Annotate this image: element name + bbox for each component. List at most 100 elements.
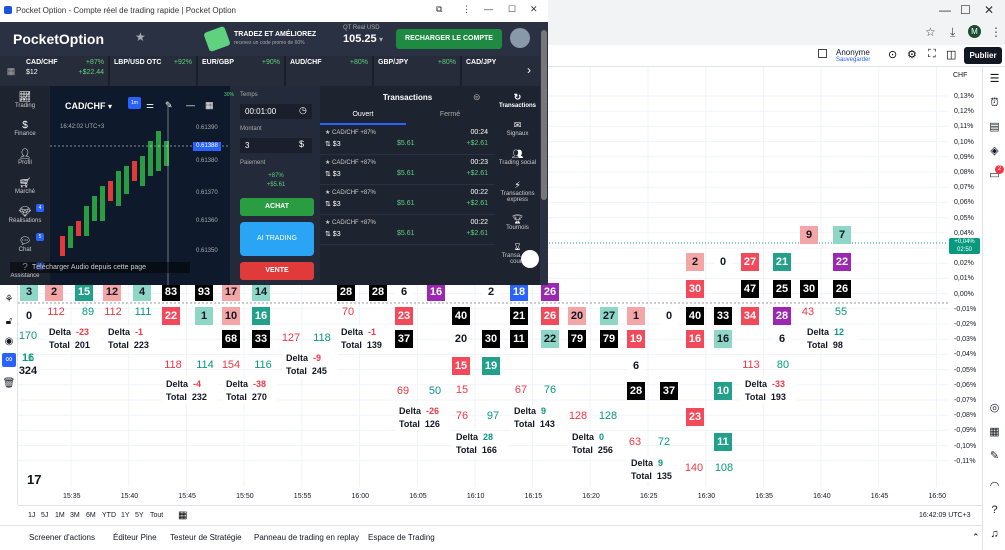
transaction-row[interactable]: ★ CAD/CHF +87% ⇅ $3 $5.61 00:23 +$2.61 [320, 156, 495, 185]
bottom-tab[interactable]: Screener d'actions [29, 533, 96, 542]
magnet-icon[interactable]: ∞ [2, 353, 16, 367]
layout-name[interactable]: Anonyme [836, 48, 870, 57]
tradingview-logo[interactable]: 17 [27, 472, 42, 487]
drawing-pencil-icon[interactable]: ✎ [165, 100, 173, 110]
alarm-clock-icon[interactable]: ⏰︎ [990, 97, 999, 109]
audio-download-notice[interactable]: Télécharger Audio depuis cette page [10, 262, 190, 273]
range-button-ytd[interactable]: YTD [102, 512, 116, 519]
asset-tab-2[interactable]: EUR/GBP +90% [198, 56, 285, 86]
publish-button[interactable]: Publier [964, 47, 1002, 64]
sidebar-item-trading[interactable]: 📈︎ Trading [0, 92, 50, 109]
asset-tab-1[interactable]: LBP/USD OTC +92% [110, 56, 197, 86]
po-maximize-button[interactable]: ☐ [508, 4, 517, 14]
data-window-icon[interactable]: ▤ [989, 121, 1000, 133]
eye-icon[interactable]: ◉ [4, 336, 14, 347]
po-scroll-thumb[interactable] [541, 30, 547, 200]
target-icon[interactable]: ◎ [989, 402, 1000, 414]
range-button-5j[interactable]: 5J [41, 512, 49, 519]
lock-icon[interactable]: 🔓︎ [5, 316, 13, 327]
download-icon[interactable]: ⤓ [950, 25, 956, 39]
save-link[interactable]: Sauvegarder [836, 57, 871, 63]
account-balance[interactable]: 105.25 [343, 33, 377, 45]
right-item[interactable]: 🏆︎ Tournois [495, 214, 540, 231]
po-extension-icon[interactable]: ⧉ [436, 4, 443, 14]
bottom-tab[interactable]: Espace de Trading [368, 533, 435, 542]
asset-tab-0[interactable]: CAD/CHF +87% $12 +$22.44 [22, 56, 109, 86]
promo-subtitle[interactable]: recevez un code promo de 60% [234, 40, 305, 46]
bottom-tab[interactable]: Panneau de trading en replay [254, 533, 359, 542]
minimize-button[interactable]: — [939, 3, 951, 17]
amount-input[interactable]: 3 [240, 138, 312, 153]
bookmark-star-icon[interactable]: ☆ [925, 25, 936, 39]
transaction-row[interactable]: ★ CAD/CHF +87% ⇅ $3 $5.61 00:22 +$2.61 [320, 186, 495, 215]
sidebar-item-réalisations[interactable]: 💎︎ Réalisations [0, 207, 50, 224]
sidebar-item-profil[interactable]: 👤︎ Profil [0, 149, 50, 166]
minus-icon[interactable]: — [186, 100, 195, 110]
range-button-1y[interactable]: 1Y [121, 512, 130, 519]
browser-menu-icon[interactable]: ⋮ [990, 25, 1002, 39]
layers-icon[interactable]: ◈ [990, 145, 999, 157]
tab-closed[interactable]: Fermé [439, 111, 461, 118]
timeframe-badge[interactable]: 1m [128, 97, 141, 109]
asset-tab-5[interactable]: CAD/JPY [462, 56, 548, 86]
po-more-icon[interactable]: ⋮ [462, 4, 471, 14]
price-axis[interactable]: 0,13% 0,12% 0,11% 0,10% 0,09% 0,08% 0,07% 0,06%… [948, 67, 982, 497]
settings-gear-icon[interactable]: ⚙ [907, 49, 917, 61]
currency-label[interactable]: CHF [953, 72, 968, 79]
account-type[interactable]: QT Real USD [343, 25, 380, 31]
po-pair-selector[interactable]: CAD/CHF [65, 101, 106, 111]
buy-button[interactable]: ACHAT [240, 198, 314, 216]
promo-title[interactable]: TRADEZ ET AMÉLIOREZ [234, 31, 317, 38]
po-minimize-button[interactable]: — [484, 4, 493, 14]
pinned-tab-icon[interactable]: ▦ [0, 56, 22, 86]
grid-layout-icon[interactable]: ▦ [205, 100, 214, 110]
tab-open[interactable]: Ouvert [320, 111, 406, 125]
trash-icon[interactable]: 🗑︎ [2, 378, 16, 389]
range-button-3m[interactable]: 3M [70, 512, 80, 519]
help-icon[interactable]: ? [991, 504, 998, 516]
layout-checkbox-icon[interactable] [818, 49, 827, 58]
range-button-6m[interactable]: 6M [86, 512, 96, 519]
utc-clock[interactable]: 16:42:09 UTC+3 [919, 512, 971, 519]
sidebar-item-marché[interactable]: 🛒︎ Marché [0, 178, 50, 195]
calendar-icon[interactable]: ▦ [178, 510, 188, 521]
range-button-tout[interactable]: Tout [150, 512, 164, 519]
recharge-button[interactable]: RECHARGER LE COMPTE [396, 29, 502, 49]
calendar-grid-icon[interactable]: ▦ [989, 426, 1000, 438]
chevron-right-icon[interactable]: › [527, 63, 531, 77]
range-button-1j[interactable]: 1J [28, 512, 36, 519]
po-close-button[interactable]: ✕ [530, 4, 538, 14]
right-item[interactable]: ✉ Signaux [495, 120, 540, 137]
bottom-tab[interactable]: Testeur de Stratégie [170, 533, 242, 542]
po-logo[interactable]: PocketOption [13, 31, 105, 47]
maximize-button[interactable]: ☐ [960, 3, 971, 17]
sidebar-item-chat[interactable]: 💬︎ Chat [0, 236, 50, 253]
fullscreen-icon[interactable]: ⛶ [928, 48, 936, 60]
po-price-chart[interactable] [50, 86, 230, 285]
asset-tab-3[interactable]: AUD/CHF +80% [286, 56, 373, 86]
range-button-1m[interactable]: 1M [55, 512, 65, 519]
chat-icon[interactable]: ▭ [989, 169, 1000, 181]
transaction-row[interactable]: ★ CAD/CHF +87% ⇅ $3 $5.61 00:24 +$2.61 [320, 126, 495, 155]
signal-icon[interactable]: ◠ [989, 480, 1000, 492]
sell-button[interactable]: VENTE [240, 262, 314, 280]
fib-tool-icon[interactable]: ⚘ [4, 294, 14, 305]
currency-icon[interactable]: $ [299, 139, 305, 149]
transaction-row[interactable]: ★ CAD/CHF +87% ⇅ $3 $5.61 00:22 +$2.61 [320, 216, 495, 245]
ai-trading-button[interactable]: AI TRADING [240, 222, 314, 256]
user-avatar[interactable] [510, 28, 530, 48]
close-button[interactable]: ✕ [984, 3, 995, 17]
time-input[interactable]: 00:01:00 [240, 104, 312, 119]
notification-bell-icon[interactable]: ♫ [990, 528, 999, 540]
favorite-star-icon[interactable]: ★ [135, 30, 146, 44]
camera-icon[interactable]: ◫ [946, 49, 957, 61]
right-item[interactable]: 👥︎ Trading social [495, 149, 540, 166]
balance-dropdown-icon[interactable]: ▾ [379, 35, 384, 44]
transactions-menu-icon[interactable]: ⊜ [473, 92, 481, 102]
profile-avatar[interactable]: M [968, 25, 981, 38]
time-axis[interactable]: 15:35 15:40 15:45 15:50 15:55 16:00 16:05 16:10… [18, 487, 948, 505]
pencil-icon[interactable]: ✎ [989, 450, 1000, 462]
right-item[interactable]: ⌛︎ Transa... en cours [495, 242, 540, 265]
watchlist-icon[interactable]: ☰ [989, 73, 1000, 85]
range-button-5y[interactable]: 5Y [135, 512, 144, 519]
